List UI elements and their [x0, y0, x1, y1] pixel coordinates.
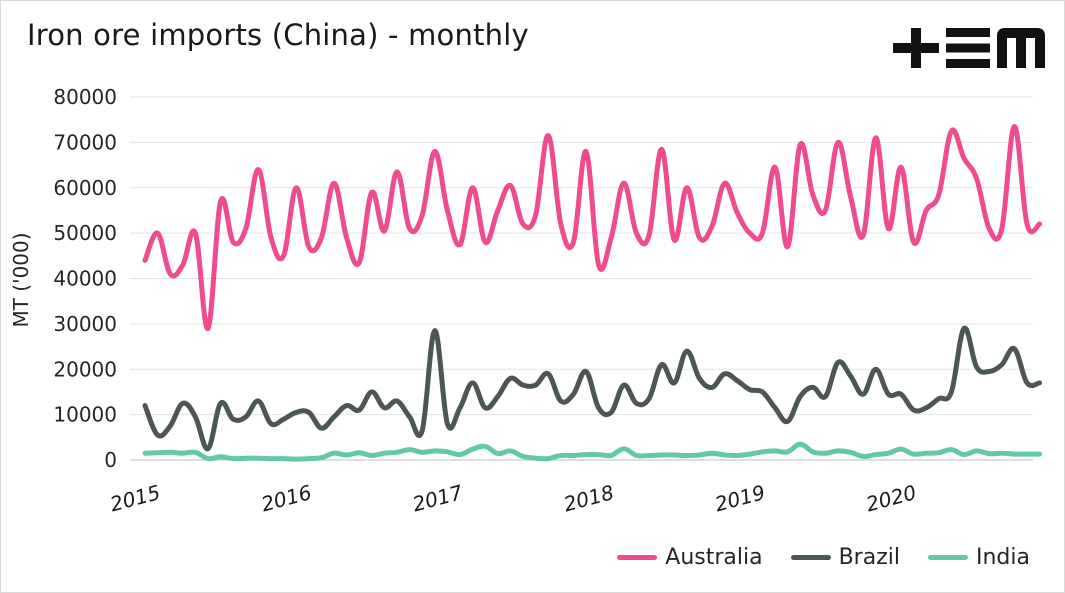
legend-label: India: [976, 545, 1030, 570]
x-tick-label: 2017: [410, 480, 466, 516]
legend-label: Brazil: [838, 545, 900, 570]
y-tick-label: 40000: [53, 267, 117, 291]
series-lines: [142, 123, 1043, 462]
x-tick-label: 2018: [561, 480, 616, 516]
series-line-australia: [142, 123, 1043, 331]
y-tick-label: 0: [104, 448, 117, 472]
legend-swatch: [790, 555, 831, 560]
tem-logo: [893, 28, 1045, 68]
series-line-india: [142, 441, 1043, 462]
y-tick-label: 60000: [53, 176, 117, 200]
y-tick-label: 80000: [53, 85, 117, 109]
y-tick-label: 50000: [53, 221, 117, 245]
legend-label: Australia: [665, 545, 763, 570]
y-tick-label: 70000: [53, 130, 117, 154]
legend-item-brazil: Brazil: [790, 545, 900, 570]
y-tick-label: 30000: [53, 312, 117, 336]
x-tick-label: 2016: [259, 480, 314, 516]
legend-item-australia: Australia: [617, 545, 763, 570]
x-tick-label: 2015: [107, 480, 162, 516]
x-axis-ticks: 2015 2016 2017 2018 2019 2020: [107, 480, 918, 516]
y-tick-label: 10000: [53, 403, 117, 427]
chart-title: Iron ore imports (China) - monthly: [27, 18, 529, 52]
y-axis-label: MT ('000): [9, 232, 33, 327]
chart-legend: Australia Brazil India: [617, 545, 1030, 570]
gridlines: [130, 96, 1033, 461]
legend-item-india: India: [928, 545, 1030, 570]
y-axis-ticks: 0 10000 20000 30000 40000 50000 60000 70000 8000…: [53, 85, 117, 472]
x-tick-label: 2020: [863, 480, 918, 516]
series-line-brazil: [142, 325, 1043, 452]
legend-swatch: [617, 555, 658, 560]
x-tick-label: 2019: [712, 480, 767, 516]
legend-swatch: [928, 555, 968, 560]
y-tick-label: 20000: [53, 357, 117, 381]
